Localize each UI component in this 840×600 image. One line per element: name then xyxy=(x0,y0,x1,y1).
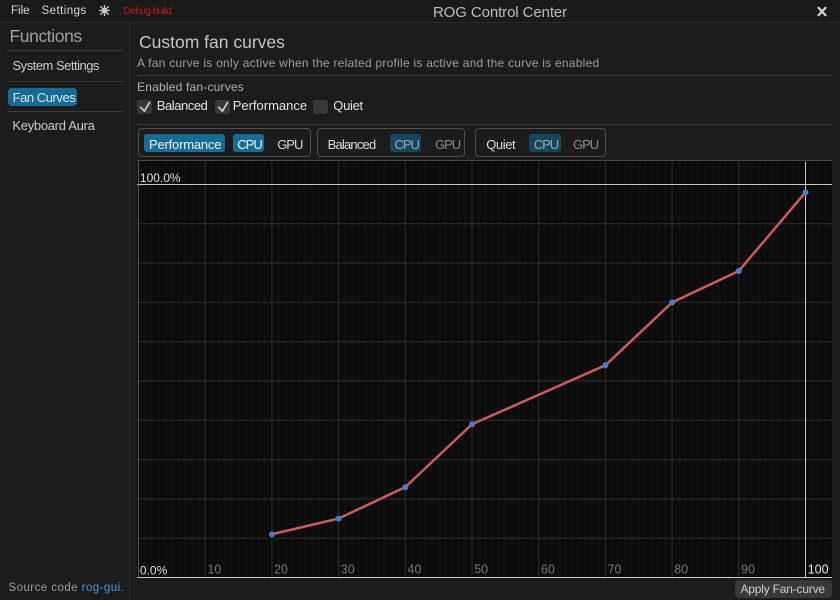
svg-text:60: 60 xyxy=(541,563,555,577)
svg-text:50: 50 xyxy=(474,563,488,577)
svg-text:100: 100 xyxy=(808,563,829,577)
svg-text:0.0%: 0.0% xyxy=(140,564,168,578)
svg-text:100.0%: 100.0% xyxy=(140,171,181,185)
svg-text:30: 30 xyxy=(341,563,355,577)
svg-text:10: 10 xyxy=(207,563,221,577)
svg-text:80: 80 xyxy=(674,563,688,577)
svg-text:40: 40 xyxy=(408,563,422,577)
svg-text:70: 70 xyxy=(608,563,622,577)
svg-text:90: 90 xyxy=(741,563,755,577)
svg-text:20: 20 xyxy=(274,563,288,577)
